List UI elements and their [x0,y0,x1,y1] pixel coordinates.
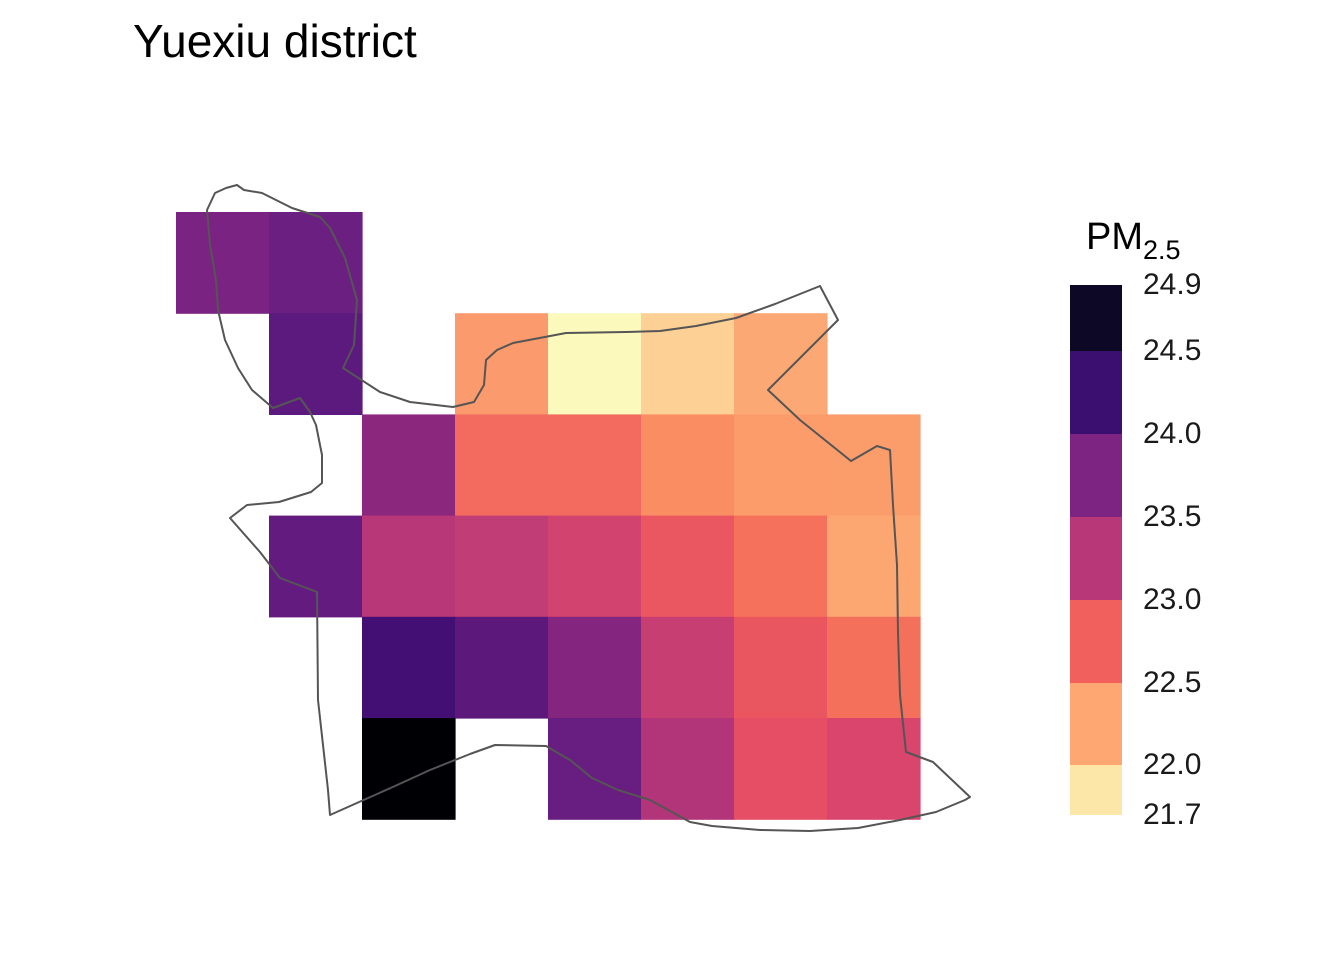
legend-swatch [1070,599,1122,683]
heatmap-cell [548,313,642,415]
heatmap-cell [176,212,270,314]
heatmap-cell [734,313,828,415]
legend-title-subscript: 2.5 [1143,235,1181,265]
legend-tick-label: 23.5 [1143,499,1202,533]
heatmap-cell [269,313,363,415]
heatmap-cell [827,515,921,618]
heatmap-cell [734,414,828,517]
legend-swatch [1070,351,1122,435]
heatmap-cell [362,616,456,719]
heatmap-cell [455,313,549,415]
heatmap-cell [641,414,735,517]
legend-tick-label: 24.0 [1143,417,1202,451]
legend-swatch [1070,516,1122,600]
legend-colorbar [1070,285,1122,815]
heatmap-cell [548,414,642,517]
heatmap-cell [269,212,363,314]
heatmap-cell [641,718,735,820]
chart-title: Yuexiu district [133,15,417,67]
heatmap-cell [827,718,921,820]
heatmap-cell [827,414,921,517]
heatmap-cell [734,515,828,618]
heatmap-cell [641,616,735,719]
legend-swatch [1070,682,1122,766]
heatmap-cell [362,718,456,820]
legend-swatch [1070,285,1122,352]
legend-tick-label: 21.7 [1143,798,1202,831]
legend-tick-label: 22.5 [1143,665,1202,699]
heatmap-cell [548,616,642,719]
legend-title: PM2.5 [1086,216,1181,266]
legend-tick-label: 24.9 [1143,268,1202,301]
heatmap-cell [734,616,828,719]
heatmap-cells [176,212,921,820]
heatmap-cell [269,515,363,618]
legend-tick-label: 23.0 [1143,582,1202,616]
heatmap-cell [548,718,642,820]
legend-tick-label: 22.0 [1143,748,1202,782]
heatmap-cell [641,515,735,618]
legend-title-text: PM [1086,216,1143,258]
district-boundary [206,184,971,832]
heatmap-cell [455,414,549,517]
heatmap-cell [827,616,921,719]
heatmap-cell [548,515,642,618]
legend-swatch [1070,765,1122,815]
heatmap-cell [734,718,828,820]
legend-tick-label: 24.5 [1143,334,1202,368]
heatmap-cell [362,515,456,618]
heatmap-cell [362,414,456,517]
heatmap-cell [641,313,735,415]
heatmap-cell [455,515,549,618]
legend-swatch [1070,434,1122,517]
heatmap-cell [455,616,549,719]
